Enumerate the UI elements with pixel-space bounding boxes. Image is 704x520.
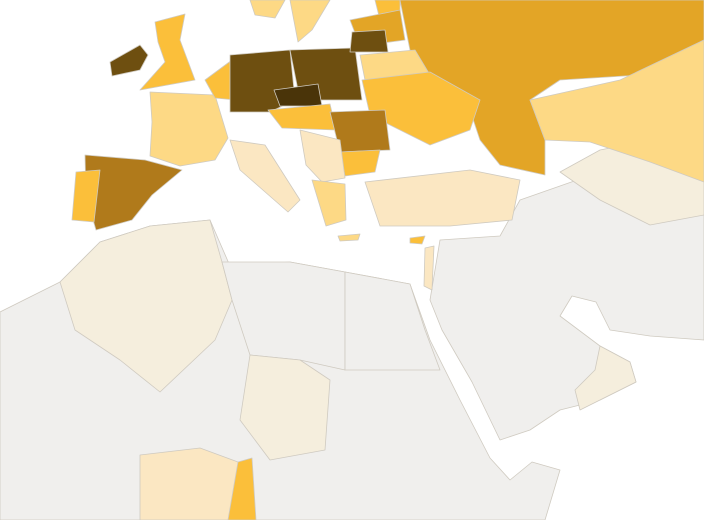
ireland — [109, 44, 149, 77]
kazakhstan — [529, 39, 704, 183]
cameroon — [227, 457, 257, 520]
italy — [229, 139, 301, 213]
arabia — [429, 171, 704, 441]
greece — [311, 179, 347, 227]
norway — [249, 0, 286, 19]
turkey — [364, 169, 521, 227]
crete — [337, 233, 361, 242]
nigeria — [139, 447, 239, 520]
portugal — [71, 169, 101, 223]
balkans — [299, 129, 346, 183]
libya — [221, 261, 346, 371]
oman — [574, 345, 637, 411]
sweden — [289, 0, 331, 43]
romania — [329, 109, 391, 153]
chad — [239, 354, 331, 461]
israel — [423, 245, 435, 291]
egypt — [344, 271, 441, 371]
cyprus — [409, 235, 426, 245]
latvia — [349, 29, 389, 53]
france — [149, 91, 229, 167]
uk — [139, 13, 196, 91]
bulgaria — [339, 149, 381, 177]
